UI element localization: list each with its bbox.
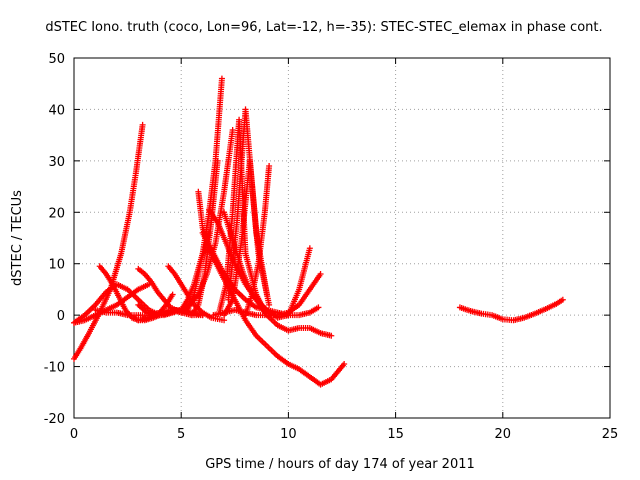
x-tick-label: 10 bbox=[280, 427, 297, 442]
x-tick-label: 25 bbox=[602, 427, 619, 442]
x-tick-label: 0 bbox=[70, 427, 78, 442]
y-tick-label: 30 bbox=[48, 155, 65, 170]
y-axis-label: dSTEC / TECUs bbox=[10, 190, 25, 286]
y-tick-label: 40 bbox=[48, 103, 65, 118]
chart-title: dSTEC Iono. truth (coco, Lon=96, Lat=-12… bbox=[45, 20, 602, 35]
data-point bbox=[214, 157, 221, 164]
y-tick-label: 0 bbox=[57, 309, 65, 324]
data-series-22 bbox=[456, 296, 566, 324]
data-point bbox=[306, 245, 313, 252]
data-point bbox=[139, 121, 146, 128]
data-point bbox=[266, 163, 273, 169]
data-point bbox=[559, 296, 566, 303]
data-series bbox=[71, 75, 566, 388]
y-tick-label: 50 bbox=[48, 52, 65, 67]
data-series-13 bbox=[195, 188, 348, 388]
y-tick-label: 20 bbox=[48, 206, 65, 221]
data-point bbox=[266, 301, 273, 308]
x-tick-label: 5 bbox=[177, 427, 185, 442]
data-point bbox=[169, 291, 176, 298]
data-series-21 bbox=[242, 163, 273, 319]
data-point bbox=[229, 127, 236, 133]
y-tick-label: -10 bbox=[44, 361, 65, 376]
y-tick-label: 10 bbox=[48, 258, 65, 273]
y-tick-label: -20 bbox=[44, 412, 65, 427]
data-point bbox=[328, 332, 335, 339]
data-point bbox=[221, 317, 228, 324]
data-point bbox=[315, 304, 322, 311]
data-point bbox=[263, 312, 270, 319]
data-point bbox=[317, 271, 324, 277]
plot-frame bbox=[73, 57, 611, 419]
data-point bbox=[263, 291, 270, 298]
axis-ticks: 0 5 10 15 20 25 -20 -10 0 10 20 30 40 50 bbox=[44, 52, 619, 442]
data-series-8 bbox=[135, 291, 176, 324]
x-axis-label: GPS time / hours of day 174 of year 2011 bbox=[205, 457, 475, 472]
data-point bbox=[218, 75, 225, 82]
x-tick-label: 20 bbox=[495, 427, 512, 442]
data-series-1 bbox=[71, 121, 146, 362]
x-tick-label: 15 bbox=[387, 427, 404, 442]
data-point bbox=[341, 361, 348, 367]
